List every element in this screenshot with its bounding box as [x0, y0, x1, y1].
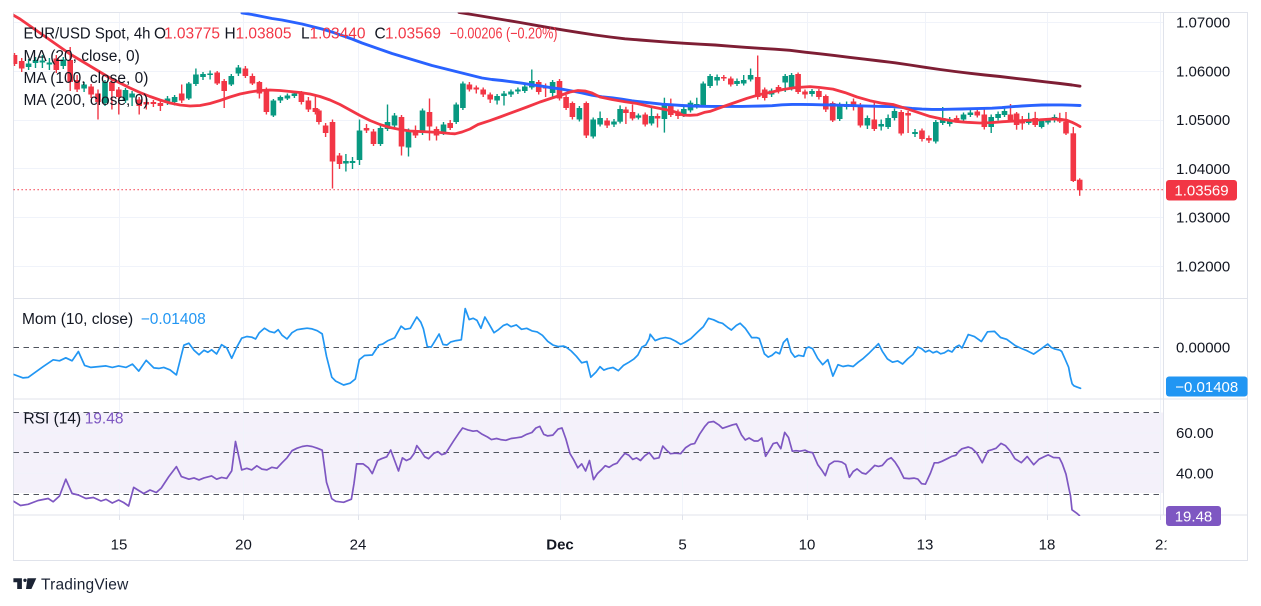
svg-text:21: 21	[1155, 537, 1172, 554]
svg-text:5: 5	[678, 537, 686, 554]
svg-text:1.02000: 1.02000	[1176, 258, 1230, 275]
svg-text:1.03569: 1.03569	[1174, 183, 1228, 200]
svg-text:0.00000: 0.00000	[1176, 340, 1230, 357]
svg-text:60.00: 60.00	[1176, 425, 1214, 442]
svg-text:1.03000: 1.03000	[1176, 210, 1230, 227]
svg-text:−0.01408: −0.01408	[141, 311, 206, 328]
svg-text:−0.01408: −0.01408	[1175, 379, 1238, 396]
svg-text:RSI (14): RSI (14)	[24, 411, 82, 428]
svg-text:MA (100, close, 0): MA (100, close, 0)	[24, 70, 149, 87]
svg-text:15: 15	[111, 537, 128, 554]
svg-text:19.48: 19.48	[85, 411, 124, 428]
svg-text:Mom (10, close): Mom (10, close)	[22, 311, 133, 328]
svg-text:H1.03805: H1.03805	[225, 26, 292, 43]
svg-text:MA (200, close, 0): MA (200, close, 0)	[24, 92, 149, 109]
svg-text:O1.03775: O1.03775	[154, 26, 220, 43]
svg-text:EUR/USD Spot, 4h: EUR/USD Spot, 4h	[24, 26, 151, 43]
svg-text:TradingView: TradingView	[41, 577, 129, 594]
svg-text:L1.03440: L1.03440	[301, 26, 366, 43]
svg-text:1.06000: 1.06000	[1176, 63, 1230, 80]
svg-text:19.48: 19.48	[1175, 508, 1213, 525]
svg-text:C1.03569: C1.03569	[375, 26, 442, 43]
svg-text:40.00: 40.00	[1176, 466, 1214, 483]
svg-text:24: 24	[350, 537, 367, 554]
svg-text:18: 18	[1039, 537, 1056, 554]
svg-text:1.05000: 1.05000	[1176, 112, 1230, 129]
svg-text:1.07000: 1.07000	[1176, 15, 1230, 32]
svg-text:10: 10	[799, 537, 816, 554]
svg-text:20: 20	[235, 537, 252, 554]
svg-text:13: 13	[917, 537, 934, 554]
svg-text:Dec: Dec	[546, 537, 574, 554]
svg-text:1.04000: 1.04000	[1176, 161, 1230, 178]
svg-text:MA (20, close, 0): MA (20, close, 0)	[24, 48, 140, 65]
svg-text:−0.00206 (−0.20%): −0.00206 (−0.20%)	[450, 26, 558, 43]
